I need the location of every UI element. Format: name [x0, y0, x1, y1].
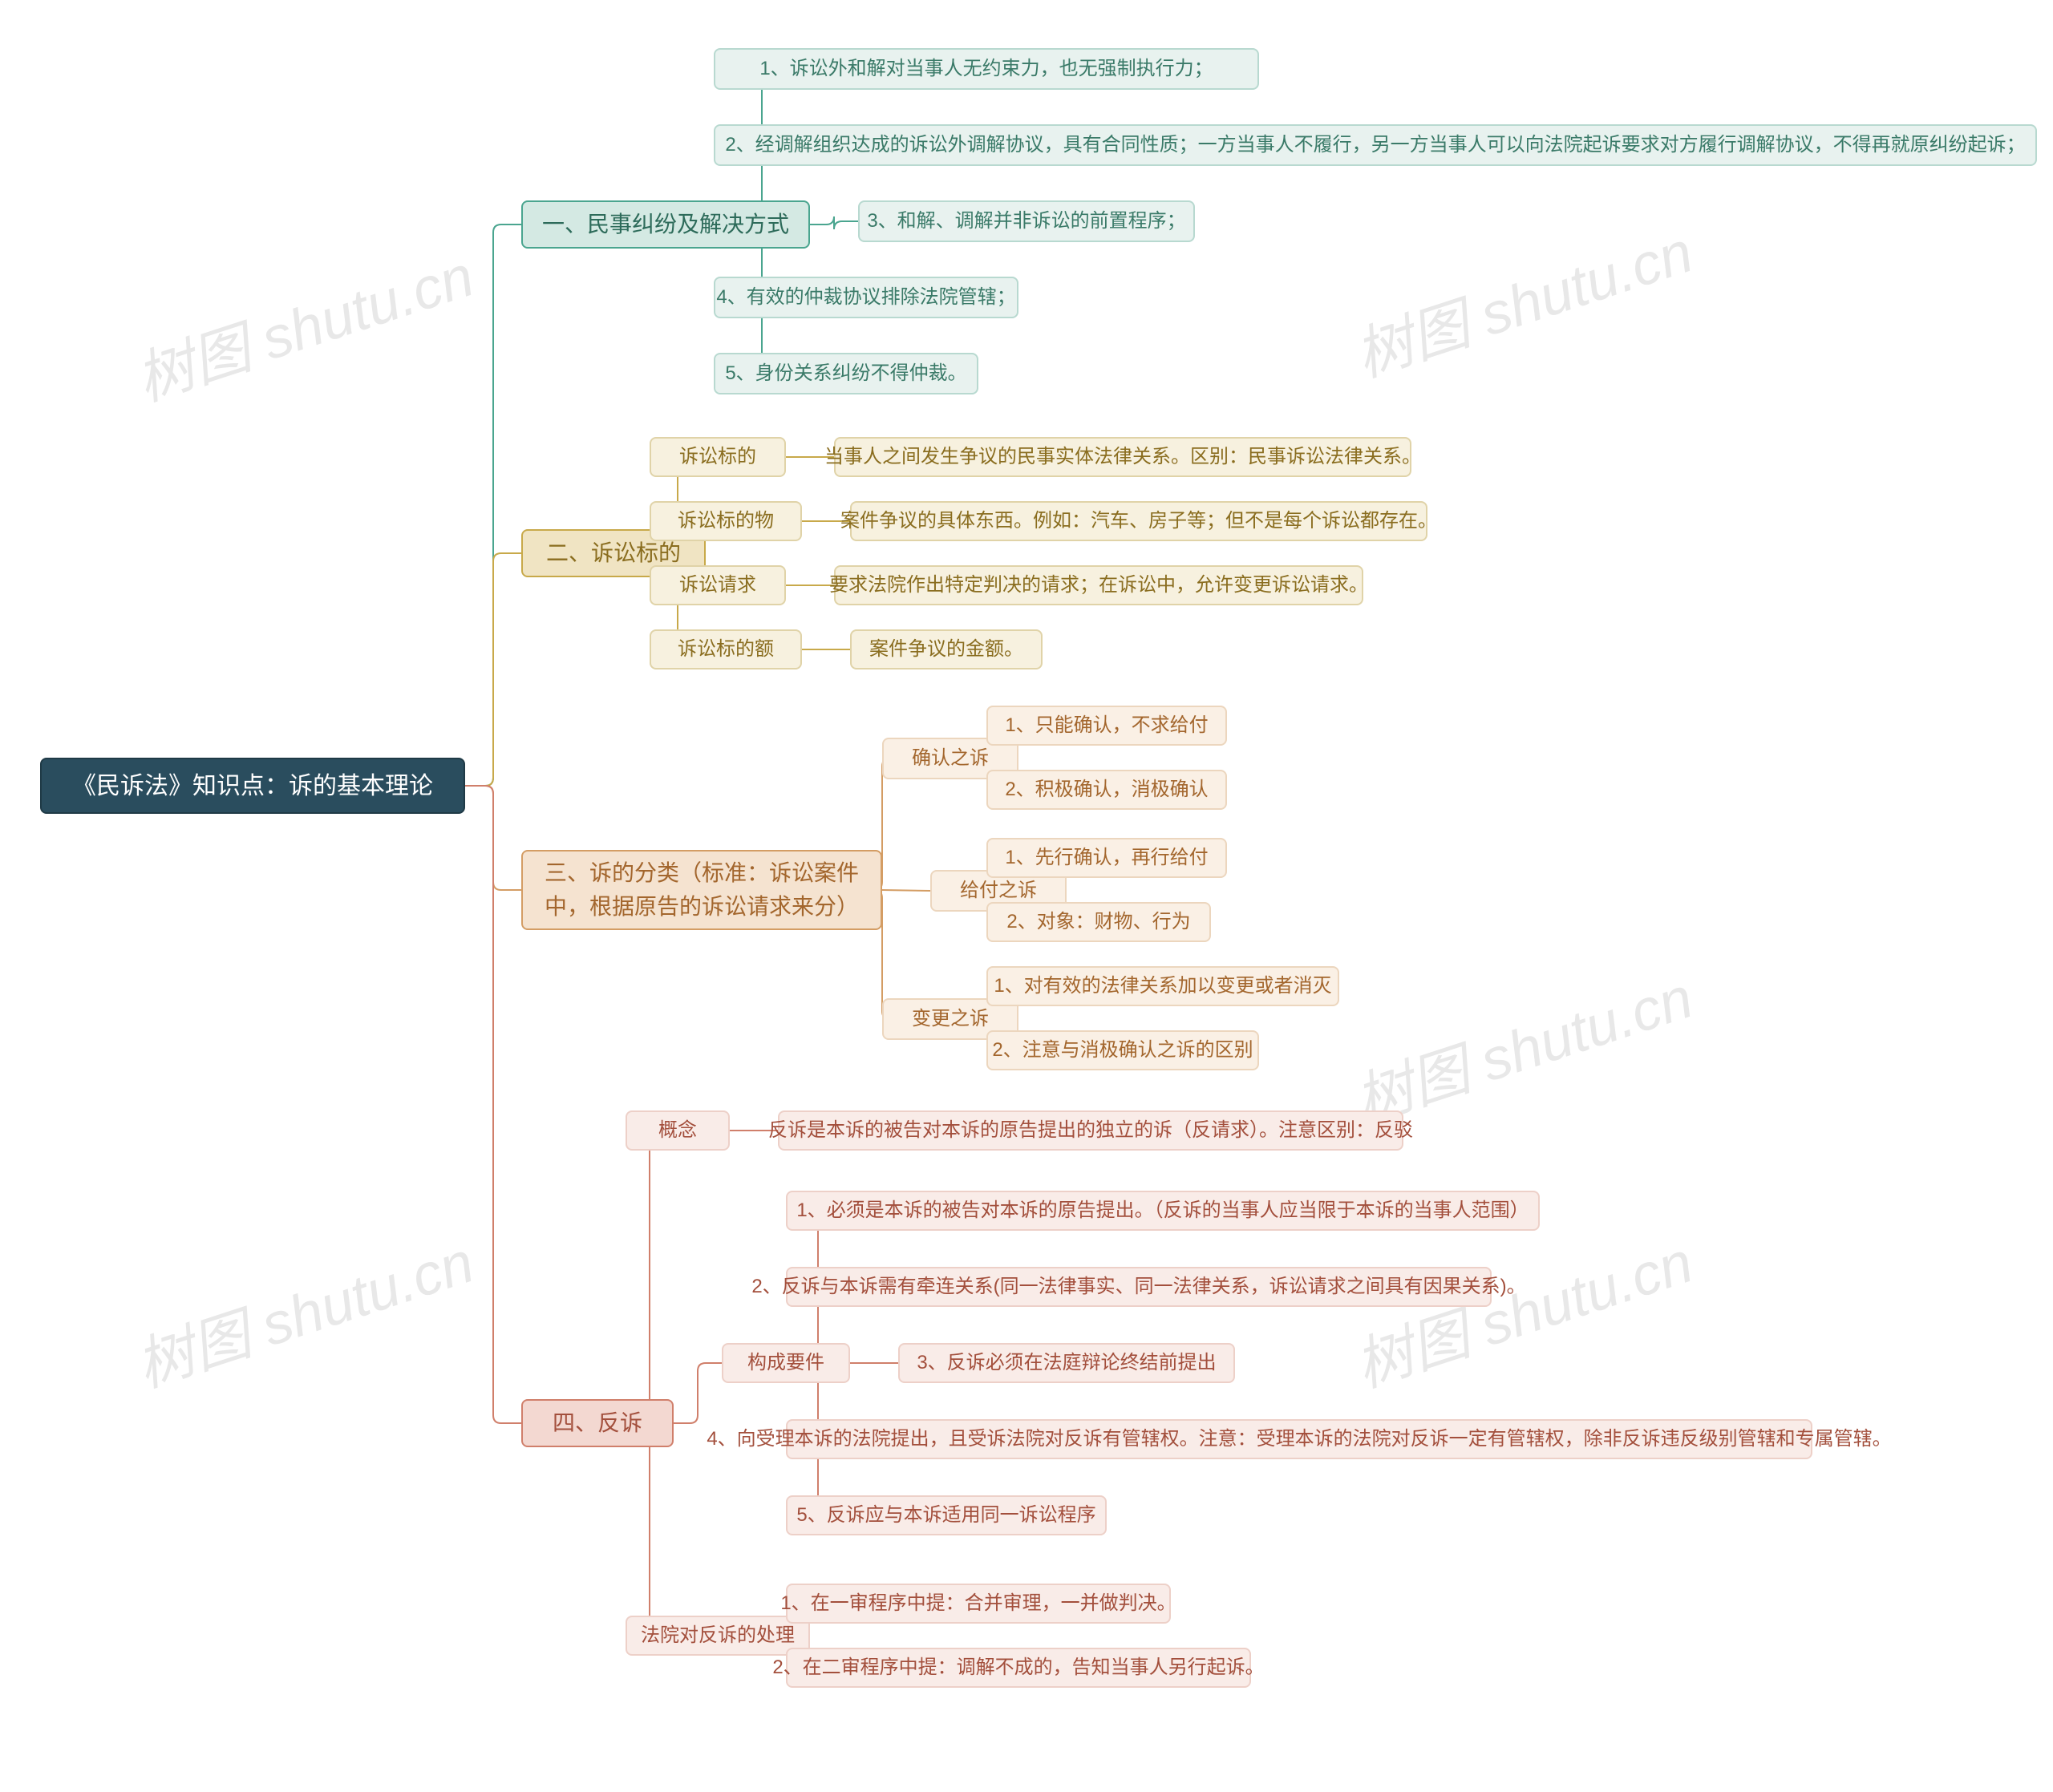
mindmap-node-s3_2a: 1、先行确认，再行给付 — [986, 838, 1227, 878]
connector — [882, 890, 930, 891]
mindmap-node-s4_2d: 4、向受理本诉的法院提出，且受诉法院对反诉有管辖权。注意：受理本诉的法院对反诉一… — [786, 1419, 1812, 1459]
mindmap-node-s3_1b: 2、积极确认，消极确认 — [986, 770, 1227, 810]
mindmap-node-s1: 一、民事纠纷及解决方式 — [521, 200, 810, 249]
mindmap-node-s4_3a: 1、在一审程序中提：合并审理，一并做判决。 — [786, 1584, 1171, 1624]
mindmap-node-s3_2b: 2、对象：财物、行为 — [986, 902, 1211, 942]
mindmap-node-s2_4: 诉讼标的额 — [650, 629, 802, 669]
mindmap-node-s4_2e: 5、反诉应与本诉适用同一诉讼程序 — [786, 1495, 1107, 1535]
mindmap-node-s2_3: 诉讼请求 — [650, 565, 786, 605]
mindmap-node-s1_3: 3、和解、调解并非诉讼的前置程序； — [858, 200, 1195, 242]
mindmap-node-s3: 三、诉的分类（标准：诉讼案件中，根据原告的诉讼请求来分） — [521, 850, 882, 930]
mindmap-node-s4_2: 构成要件 — [722, 1343, 850, 1383]
mindmap-node-s4_1: 概念 — [626, 1110, 730, 1151]
mindmap-node-s4: 四、反诉 — [521, 1399, 674, 1447]
mindmap-node-s4_1d: 反诉是本诉的被告对本诉的原告提出的独立的诉（反请求）。注意区别：反驳 — [778, 1110, 1403, 1151]
mindmap-node-root: 《民诉法》知识点：诉的基本理论 — [40, 758, 465, 814]
connector — [626, 1423, 674, 1636]
mindmap-node-s1_1: 1、诉讼外和解对当事人无约束力，也无强制执行力； — [714, 48, 1259, 90]
connector — [465, 786, 521, 1423]
mindmap-node-s1_5: 5、身份关系纠纷不得仲裁。 — [714, 353, 978, 394]
mindmap-node-s3_1a: 1、只能确认，不求给付 — [986, 706, 1227, 746]
mindmap-node-s2_2d: 案件争议的具体东西。例如：汽车、房子等；但不是每个诉讼都存在。 — [850, 501, 1427, 541]
connector — [810, 216, 858, 229]
mindmap-node-s2_3d: 要求法院作出特定判决的请求；在诉讼中，允许变更诉讼请求。 — [834, 565, 1363, 605]
connector — [674, 1363, 722, 1423]
connector — [626, 1131, 674, 1423]
mindmap-node-s4_3: 法院对反诉的处理 — [626, 1616, 810, 1656]
mindmap-node-s2_4d: 案件争议的金额。 — [850, 629, 1043, 669]
mindmap-node-s1_4: 4、有效的仲裁协议排除法院管辖； — [714, 277, 1018, 318]
mindmap-node-s3_3b: 2、注意与消极确认之诉的区别 — [986, 1030, 1259, 1070]
connector — [465, 553, 521, 786]
mindmap-node-s2_1: 诉讼标的 — [650, 437, 786, 477]
mindmap-node-s4_2c: 3、反诉必须在法庭辩论终结前提出 — [898, 1343, 1235, 1383]
mindmap-node-s2_1d: 当事人之间发生争议的民事实体法律关系。区别：民事诉讼法律关系。 — [834, 437, 1411, 477]
mindmap-node-s3_3a: 1、对有效的法律关系加以变更或者消灭 — [986, 966, 1339, 1006]
mindmap-node-s2_2: 诉讼标的物 — [650, 501, 802, 541]
mindmap-node-s4_2b: 2、反诉与本诉需有牵连关系(同一法律事实、同一法律关系，诉讼请求之间具有因果关系… — [786, 1267, 1492, 1307]
mindmap-node-s1_2: 2、经调解组织达成的诉讼外调解协议，具有合同性质；一方当事人不履行，另一方当事人… — [714, 124, 2037, 166]
mindmap-node-s4_3b: 2、在二审程序中提：调解不成的，告知当事人另行起诉。 — [786, 1648, 1251, 1688]
mindmap-node-s4_2a: 1、必须是本诉的被告对本诉的原告提出。（反诉的当事人应当限于本诉的当事人范围） — [786, 1191, 1540, 1231]
